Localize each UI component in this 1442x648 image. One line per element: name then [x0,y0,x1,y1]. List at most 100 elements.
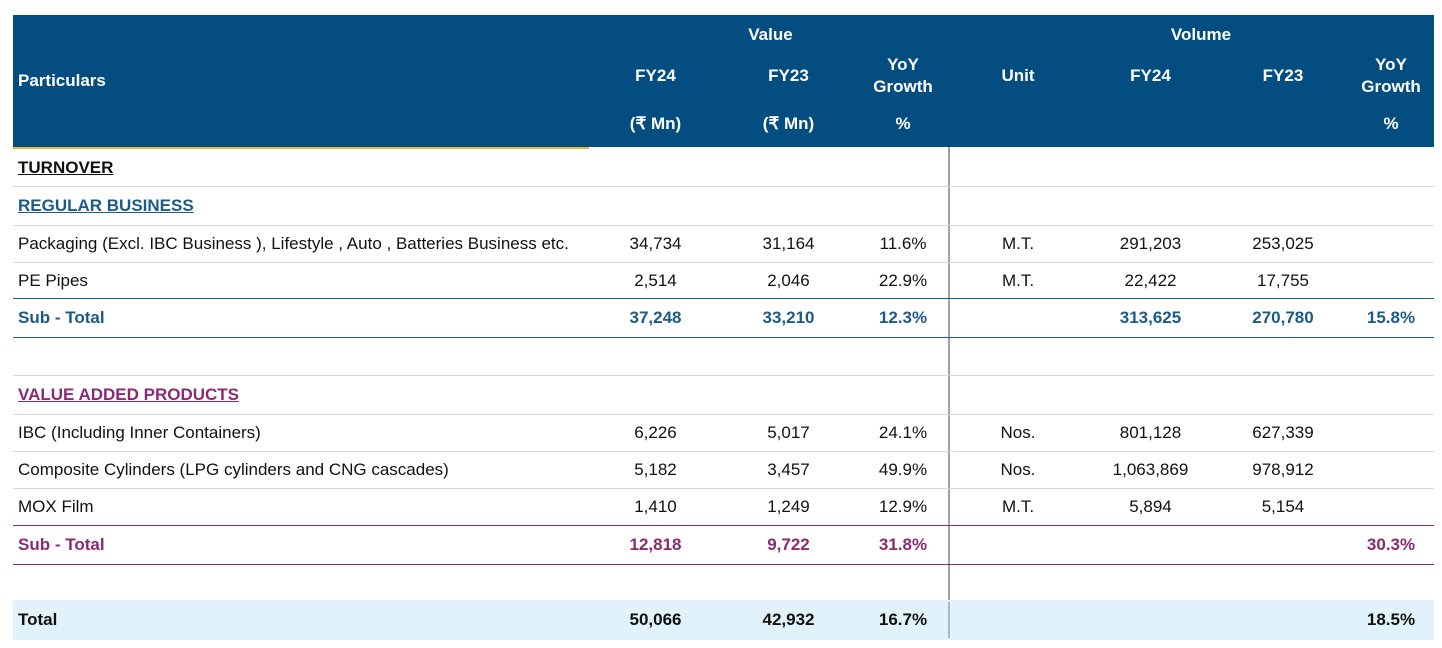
header-unit: Unit [1001,66,1035,85]
header-yoy-line1: YoY [887,55,919,74]
row-value-fy23: 3,457 [767,460,810,479]
header-value-fy24: FY24 [635,66,676,85]
header-volume-yoy: YoY Growth [1348,54,1434,98]
row-value-yoy: 49.9% [878,460,928,479]
table-row: Composite Cylinders (LPG cylinders and C… [13,452,1434,488]
column-divider [948,147,950,605]
row-volume-fy24: 291,203 [1119,234,1182,253]
turnover-table: Particulars Value Volume FY24 FY23 YoY G… [13,15,1434,640]
total-row: Total 50,066 42,932 16.7% 18.5% [13,600,1434,640]
regular-business-title: REGULAR BUSINESS [18,196,194,215]
subtotal-label: Sub - Total [18,308,105,327]
row-value-fy23: 1,249 [767,497,810,516]
row-unit: M.T. [1001,234,1035,253]
header-volume-group: Volume [1170,25,1232,44]
row-separator [13,451,1434,452]
table-row: MOX Film 1,410 1,249 12.9% M.T. 5,894 5,… [13,489,1434,525]
header-volume-fy23: FY23 [1262,66,1304,85]
total-row-background [13,600,1434,640]
row-volume-fy24: 801,128 [1119,423,1182,442]
subtotal-value-yoy: 31.8% [878,535,928,554]
header-value-group: Value [748,25,793,44]
header-vyoy-line2: Growth [1361,77,1421,96]
header-yoy-unit: % [895,114,911,133]
row-unit: Nos. [1000,423,1036,442]
row-value-yoy: 12.9% [878,497,928,516]
row-unit: M.T. [1001,271,1035,290]
row-volume-fy24: 5,894 [1129,497,1172,516]
row-value-yoy: 11.6% [879,234,927,253]
row-volume-fy23: 627,339 [1252,423,1314,442]
total-label: Total [18,610,58,629]
vap-subtotal-row: Sub - Total 12,818 9,722 31.8% 30.3% [13,526,1434,564]
subtotal-value-fy24: 12,818 [629,535,682,554]
row-unit: M.T. [1001,497,1035,516]
row-particular: PE Pipes [18,271,88,290]
row-value-fy23: 2,046 [767,271,810,290]
subtotal-volume-fy24: 313,625 [1119,308,1182,327]
header-value-yoy: YoY Growth [853,54,953,98]
total-value-fy24: 50,066 [629,610,682,629]
turnover-label: TURNOVER [18,158,114,177]
header-volume-fy24: FY24 [1130,66,1171,85]
row-separator [13,488,1434,489]
row-separator [13,375,1434,376]
subtotal-value-fy24: 37,248 [629,308,682,327]
subtotal-value-fy23: 33,210 [762,308,815,327]
total-value-fy23: 42,932 [762,610,815,629]
regular-business-heading: REGULAR BUSINESS [13,187,1434,225]
row-value-fy23: 5,017 [767,423,810,442]
subtotal-top-line [13,298,1434,299]
table-header: Particulars Value Volume FY24 FY23 YoY G… [13,15,1434,149]
table-row: Packaging (Excl. IBC Business ), Lifesty… [13,226,1434,262]
row-particular: Composite Cylinders (LPG cylinders and C… [18,460,449,479]
row-volume-fy23: 17,755 [1257,271,1309,290]
regular-subtotal-row: Sub - Total 37,248 33,210 12.3% 313,625 … [13,299,1434,337]
total-value-yoy: 16.7% [878,610,928,629]
subtotal-value-fy23: 9,722 [767,535,810,554]
row-separator [13,186,1434,187]
header-yoy-line2: Growth [873,77,933,96]
row-value-yoy: 24.1% [878,423,928,442]
row-value-yoy: 22.9% [878,271,928,290]
row-value-fy24: 5,182 [634,460,677,479]
header-vyoy-unit: % [1383,114,1399,133]
subtotal-volume-yoy: 15.8% [1366,308,1416,327]
subtotal-bottom-line [13,564,1434,565]
header-value-fy23: FY23 [768,66,809,85]
row-particular: Packaging (Excl. IBC Business ), Lifesty… [18,234,569,253]
header-vyoy-line1: YoY [1375,55,1407,74]
row-value-fy24: 1,410 [634,497,677,516]
vap-heading: VALUE ADDED PRODUCTS [13,376,1434,414]
row-particular: MOX Film [18,497,94,516]
row-value-fy24: 2,514 [634,271,677,290]
subtotal-value-yoy: 12.3% [878,308,928,327]
row-volume-fy23: 253,025 [1252,234,1314,253]
row-separator [13,262,1434,263]
table-row: PE Pipes 2,514 2,046 22.9% M.T. 22,422 1… [13,263,1434,299]
total-column-divider [948,602,950,638]
subtotal-volume-yoy: 30.3% [1366,535,1416,554]
row-separator [13,414,1434,415]
subtotal-label: Sub - Total [18,535,105,554]
total-volume-yoy: 18.5% [1366,610,1416,629]
row-value-fy24: 6,226 [634,423,677,442]
header-fy24-unit: (₹ Mn) [629,114,682,133]
turnover-row: TURNOVER [13,149,1434,187]
row-volume-fy23: 978,912 [1252,460,1314,479]
vap-title: VALUE ADDED PRODUCTS [18,385,240,404]
header-accent-line [13,147,589,149]
row-separator [13,225,1434,226]
subtotal-volume-fy23: 270,780 [1252,308,1314,327]
subtotal-bottom-line [13,337,1434,338]
row-unit: Nos. [1000,460,1036,479]
row-particular: IBC (Including Inner Containers) [18,423,261,442]
row-value-fy23: 31,164 [762,234,815,253]
row-volume-fy23: 5,154 [1261,497,1305,516]
table-row: IBC (Including Inner Containers) 6,226 5… [13,415,1434,451]
subtotal-top-line [13,525,1434,526]
header-fy23-unit: (₹ Mn) [762,114,815,133]
row-value-fy24: 34,734 [629,234,682,253]
row-volume-fy24: 1,063,869 [1112,460,1189,479]
row-volume-fy24: 22,422 [1124,271,1177,290]
